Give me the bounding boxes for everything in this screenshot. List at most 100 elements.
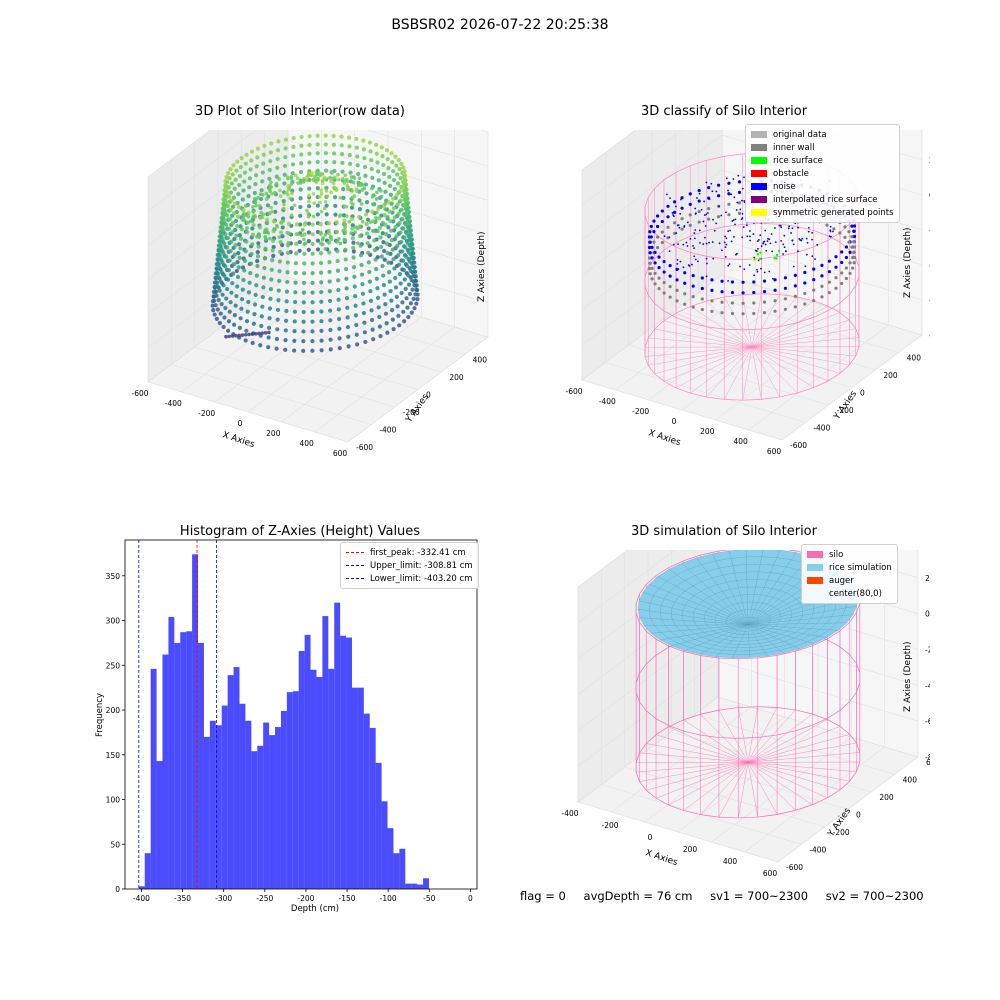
data-point xyxy=(413,278,418,283)
data-point xyxy=(277,269,282,274)
data-point xyxy=(292,348,297,353)
classified-point xyxy=(827,259,831,263)
noise-point xyxy=(814,258,816,261)
classified-point xyxy=(844,245,848,249)
classified-point xyxy=(827,291,831,295)
noise-point xyxy=(723,241,726,244)
data-point xyxy=(292,338,297,343)
data-point xyxy=(217,320,222,326)
classified-point xyxy=(793,294,797,298)
data-point xyxy=(338,195,343,200)
noise-point xyxy=(785,250,787,253)
data-point xyxy=(388,219,393,224)
noise-point xyxy=(720,214,723,217)
data-point xyxy=(267,306,273,311)
classified-point xyxy=(773,309,777,313)
z-tick-label: -600 xyxy=(925,717,930,726)
data-point xyxy=(292,309,298,314)
data-point xyxy=(286,221,292,226)
histogram-ylabel: Frequency xyxy=(95,693,105,737)
data-point xyxy=(247,280,252,285)
data-point xyxy=(219,246,224,252)
data-point xyxy=(374,219,378,223)
classified-point xyxy=(730,290,735,295)
data-point xyxy=(220,214,226,220)
data-point xyxy=(283,137,289,142)
data-point xyxy=(335,249,340,254)
noise-point xyxy=(741,187,744,190)
data-point xyxy=(259,188,264,193)
classified-point xyxy=(683,281,687,285)
noise-point xyxy=(702,243,705,245)
histogram-bar xyxy=(322,616,329,889)
x-tick-label: 200 xyxy=(700,427,715,436)
data-point xyxy=(221,205,227,210)
data-point xyxy=(400,258,406,263)
data-point xyxy=(331,181,336,186)
data-point xyxy=(389,228,394,233)
data-point xyxy=(388,192,393,197)
data-point xyxy=(341,195,346,200)
data-point xyxy=(351,245,356,250)
histogram-bar xyxy=(263,722,270,889)
noise-point xyxy=(757,247,759,250)
noise-point xyxy=(704,225,707,227)
figure-title: BSBSR02 2026-07-22 20:25:38 xyxy=(391,17,609,33)
data-point xyxy=(265,203,270,208)
data-point xyxy=(326,228,331,233)
data-point xyxy=(378,334,383,339)
silo-spoke xyxy=(751,346,798,394)
data-point xyxy=(246,290,252,295)
silo-spoke xyxy=(751,293,762,348)
noise-point xyxy=(734,223,736,226)
legend-label: interpolated rice surface xyxy=(773,194,878,205)
noise-point xyxy=(718,205,721,208)
data-point xyxy=(230,271,236,276)
data-point xyxy=(395,304,400,309)
data-point xyxy=(335,239,340,244)
data-point xyxy=(366,226,371,231)
data-point xyxy=(386,165,391,171)
classified-point xyxy=(803,291,807,296)
data-point xyxy=(285,250,291,255)
x-tick-label: -400 xyxy=(165,399,182,408)
data-point xyxy=(242,179,247,184)
data-point xyxy=(411,260,416,265)
legend-line xyxy=(346,565,364,566)
noise-point xyxy=(721,249,723,252)
data-point xyxy=(345,324,351,330)
data-point xyxy=(348,170,353,175)
data-point xyxy=(407,291,413,297)
silo-spoke xyxy=(751,346,780,398)
noise-point xyxy=(685,241,688,244)
data-point xyxy=(274,346,279,351)
data-point xyxy=(239,306,244,311)
data-point xyxy=(336,172,340,177)
x-tick-label: -600 xyxy=(131,389,148,398)
data-point xyxy=(406,250,411,255)
classified-point xyxy=(662,270,666,274)
silo-spoke xyxy=(706,300,753,348)
noise-point xyxy=(782,253,784,255)
noise-point xyxy=(774,241,777,244)
classified-point xyxy=(840,271,844,275)
noise-point xyxy=(692,244,694,247)
silo-spoke xyxy=(644,346,753,357)
data-point xyxy=(273,209,278,214)
data-point xyxy=(410,264,415,269)
data-point xyxy=(396,253,401,258)
data-point xyxy=(344,177,349,182)
data-point xyxy=(301,300,306,305)
legend-swatch xyxy=(751,170,767,177)
noise-point xyxy=(677,243,679,246)
data-point xyxy=(381,163,386,168)
data-point xyxy=(250,232,256,237)
data-point xyxy=(290,191,294,196)
data-point xyxy=(259,323,264,329)
data-point xyxy=(236,204,241,210)
data-point xyxy=(307,160,312,165)
panel4-legend: silo rice simulation auger center(80,0) xyxy=(801,544,898,604)
noise-point xyxy=(829,225,832,228)
noise-point xyxy=(755,250,758,252)
noise-point xyxy=(757,238,760,241)
